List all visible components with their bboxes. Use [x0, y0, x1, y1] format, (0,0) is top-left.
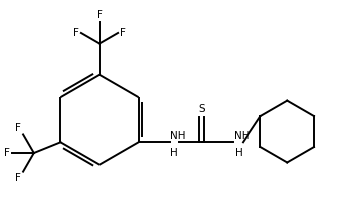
Text: H: H: [170, 148, 178, 158]
Text: F: F: [4, 148, 10, 158]
Text: F: F: [97, 10, 102, 20]
Text: F: F: [73, 27, 79, 37]
Text: H: H: [235, 148, 243, 158]
Text: NH: NH: [234, 131, 250, 141]
Text: F: F: [120, 27, 126, 37]
Text: F: F: [15, 173, 21, 183]
Text: NH: NH: [170, 131, 186, 141]
Text: S: S: [198, 104, 205, 114]
Text: F: F: [15, 123, 21, 133]
